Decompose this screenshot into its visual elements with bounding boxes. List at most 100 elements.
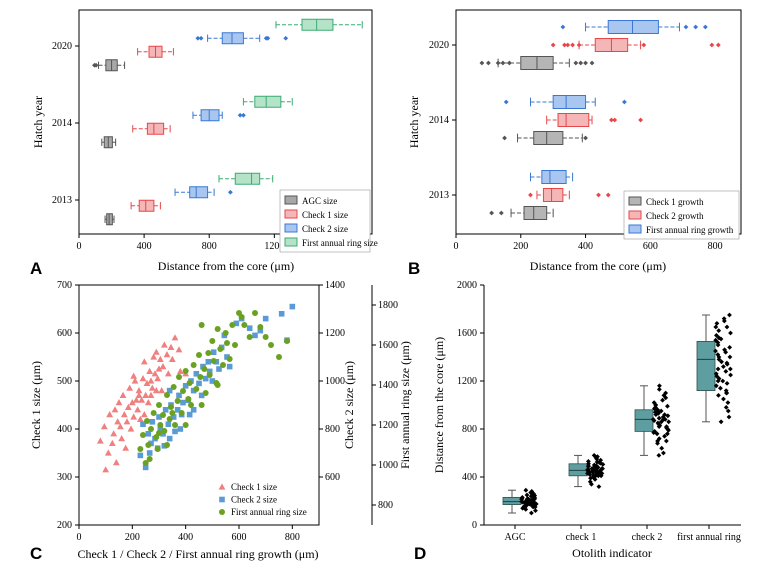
panel-c-ytick-label-left: 500 [57,376,72,387]
panel-a-flier [283,35,289,41]
panel-b-legend-label: Check 1 growth [646,197,704,207]
panel-c-point-check1 [139,375,147,382]
panel-a-box [234,172,261,185]
panel-b-box [557,113,590,127]
panel-d-point [715,366,721,372]
panel-c-point-check1 [124,403,132,410]
panel-b-flier [573,60,579,66]
panel-a-legend-swatch [284,195,298,205]
panel-c-point-check1 [150,353,158,360]
panel-c-point-check2 [205,359,212,365]
panel-b: 0 200 400 600 800 2013 2014 2020 Check 1 growth… [407,9,742,278]
panel-c-point-check2 [252,332,258,339]
panel-c-point-first-ring [190,362,197,368]
panel-d-point [655,420,661,426]
panel-c-point-check2 [172,428,178,435]
panel-c-point-first-ring [226,356,233,362]
panel-c-point-first-ring [222,330,229,336]
panel-c-point-first-ring [142,460,149,466]
panel-c-point-first-ring [214,326,221,332]
panel-d-point [585,463,591,469]
panel-b-xlabel: Distance from the core (μm) [530,259,666,273]
panel-c-ylabel-left: Check 1 size (μm) [29,361,43,449]
panel-c-point-check1 [148,384,156,391]
panel-c-point-first-ring [169,410,176,416]
panel-c-point-first-ring [196,352,202,358]
panel-c-point-check1 [146,367,154,374]
panel-c-point-first-ring [197,374,204,380]
panel-b-frame [455,9,742,235]
panel-c-point-first-ring [176,374,182,380]
panel-c-point-check2 [224,354,230,360]
panel-c-ytick-label-far-right: 1800 [378,300,398,311]
panel-b-ytick-label: 2020 [429,40,449,51]
panel-c-ytick-label-left: 200 [57,520,72,531]
panel-label-a: A [30,259,42,278]
panel-d-point [718,385,723,391]
panel-c-point-first-ring [198,322,205,328]
panel-c-point-check1 [168,355,176,362]
panel-b-flier [638,117,644,123]
panel-d-point [594,459,600,465]
panel-d-point [718,336,724,342]
panel-c-point-check1 [143,379,151,386]
panel-b-xtick-label: 0 [454,241,459,252]
panel-b-legend [623,190,740,240]
panel-c-point-check2 [174,407,181,413]
panel-c-point-check2 [176,392,182,399]
panel-d-point [528,510,534,516]
panel-c-point-first-ring [182,422,189,428]
panel-d-point [723,369,729,374]
panel-c-point-check2 [140,421,146,427]
panel-c-point-check1 [144,399,152,406]
panel-a-frame [78,9,373,235]
panel-b-box [523,206,548,220]
panel-c-point-check2 [210,349,217,355]
panel-c-point-check1 [123,418,131,425]
panel-d-ytick-label: 400 [462,472,477,483]
panel-c-point-first-ring [206,372,213,378]
panel-c-point-check1 [156,355,164,362]
panel-d-point [727,312,732,318]
panel-d-point [723,405,729,410]
panel-c-point-first-ring [156,430,162,436]
panel-c-point-check2 [146,450,153,456]
panel-d-point [519,495,525,500]
panel-b-flier [715,42,721,48]
panel-c-point-check1 [118,435,126,442]
panel-c-legend-label: Check 1 size [231,482,277,492]
panel-c-point-first-ring [140,432,146,438]
panel-c-point-check2 [148,440,154,447]
panel-d-point [659,445,665,451]
panel-a-ylabel: Hatch year [31,96,45,148]
panel-c-point-first-ring [161,428,168,434]
panel-c-point-first-ring [201,366,208,372]
panel-d-point [656,424,662,429]
panel-c-point-check1 [154,375,162,382]
panel-a-legend-swatch [284,237,298,247]
panel-c-point-check1 [102,466,110,473]
panel-c-point-check2 [289,303,296,310]
panel-b-flier [507,60,512,66]
panel-c-point-first-ring [202,390,209,396]
panel-c-point-check1 [167,343,175,350]
panel-b-legend-swatch [628,224,642,234]
panel-d-point [662,433,667,439]
panel-d-point [663,438,669,444]
panel-b-flier [565,42,571,48]
panel-c-point-check2 [262,315,269,322]
panel-d-point [718,419,724,425]
panel-a: 040080012001600201320142020 AGC sizeChec… [30,9,378,278]
panel-d-point [656,453,662,458]
panel-d-point [728,330,733,336]
panel-d-point [725,408,731,414]
panel-d-point [716,354,722,360]
panel-d-ytick-label: 1600 [457,328,477,339]
panel-d-point [591,462,597,468]
panel-b-flier [498,210,504,216]
panel-b-ytick-label: 2014 [429,115,449,126]
panel-c-point-check2 [257,327,264,334]
panel-c-point-first-ring [150,410,157,416]
panel-d-point [716,328,722,333]
panel-d-point [596,484,602,489]
